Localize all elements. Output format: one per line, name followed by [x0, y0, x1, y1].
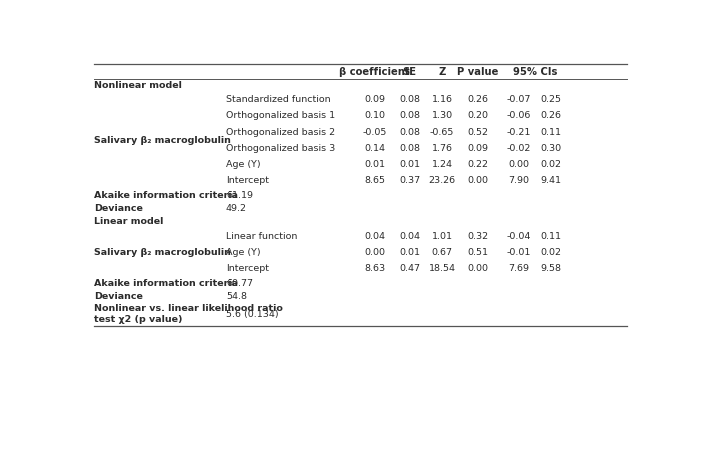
Text: 0.01: 0.01 — [399, 160, 420, 169]
Text: 54.8: 54.8 — [226, 292, 247, 301]
Text: 0.26: 0.26 — [540, 112, 561, 121]
Text: Orthogonalized basis 1: Orthogonalized basis 1 — [226, 112, 335, 121]
Text: Akaike information criteria: Akaike information criteria — [94, 279, 238, 288]
Text: 0.00: 0.00 — [467, 264, 489, 273]
Text: -0.01: -0.01 — [507, 248, 531, 257]
Text: 23.26: 23.26 — [429, 176, 455, 185]
Text: 0.47: 0.47 — [399, 264, 420, 273]
Text: 7.69: 7.69 — [508, 264, 529, 273]
Text: -0.07: -0.07 — [507, 95, 531, 104]
Text: 9.41: 9.41 — [540, 176, 561, 185]
Text: Nonlinear vs. linear likelihood ratio
test χ2 (p value): Nonlinear vs. linear likelihood ratio te… — [94, 304, 283, 324]
Text: 0.00: 0.00 — [364, 248, 385, 257]
Text: 0.30: 0.30 — [540, 144, 561, 153]
Text: 0.51: 0.51 — [467, 248, 489, 257]
Text: Intercept: Intercept — [226, 264, 269, 273]
Text: 9.58: 9.58 — [540, 264, 561, 273]
Text: 1.16: 1.16 — [432, 95, 453, 104]
Text: -0.06: -0.06 — [507, 112, 531, 121]
Text: -0.05: -0.05 — [363, 128, 387, 137]
Text: 0.11: 0.11 — [540, 128, 561, 137]
Text: Salivary β₂ macroglobulin: Salivary β₂ macroglobulin — [94, 248, 231, 257]
Text: P value: P value — [457, 67, 498, 76]
Text: 0.37: 0.37 — [399, 176, 420, 185]
Text: 0.10: 0.10 — [364, 112, 385, 121]
Text: 0.11: 0.11 — [540, 232, 561, 241]
Text: 8.63: 8.63 — [364, 264, 385, 273]
Text: 0.00: 0.00 — [467, 176, 489, 185]
Text: 95% CIs: 95% CIs — [513, 67, 557, 76]
Text: 18.54: 18.54 — [429, 264, 455, 273]
Text: 0.20: 0.20 — [467, 112, 489, 121]
Text: 0.00: 0.00 — [508, 160, 529, 169]
Text: 0.02: 0.02 — [540, 160, 561, 169]
Text: Intercept: Intercept — [226, 176, 269, 185]
Text: β coefficient: β coefficient — [339, 67, 410, 76]
Text: 1.30: 1.30 — [432, 112, 453, 121]
Text: 0.02: 0.02 — [540, 248, 561, 257]
Text: 0.01: 0.01 — [399, 248, 420, 257]
Text: 0.22: 0.22 — [467, 160, 489, 169]
Text: 0.08: 0.08 — [399, 128, 420, 137]
Text: 0.09: 0.09 — [364, 95, 385, 104]
Text: 0.01: 0.01 — [364, 160, 385, 169]
Text: 0.67: 0.67 — [432, 248, 453, 257]
Text: 7.90: 7.90 — [508, 176, 529, 185]
Text: -0.02: -0.02 — [507, 144, 531, 153]
Text: -0.65: -0.65 — [430, 128, 454, 137]
Text: 61.19: 61.19 — [226, 191, 253, 200]
Text: Age (Y): Age (Y) — [226, 248, 260, 257]
Text: 1.76: 1.76 — [432, 144, 453, 153]
Text: Standardized function: Standardized function — [226, 95, 331, 104]
Text: Deviance: Deviance — [94, 292, 143, 301]
Text: 1.24: 1.24 — [432, 160, 453, 169]
Text: 0.04: 0.04 — [364, 232, 385, 241]
Text: 1.01: 1.01 — [432, 232, 453, 241]
Text: -0.21: -0.21 — [507, 128, 531, 137]
Text: 60.77: 60.77 — [226, 279, 253, 288]
Text: 0.25: 0.25 — [540, 95, 561, 104]
Text: 49.2: 49.2 — [226, 204, 247, 213]
Text: Nonlinear model: Nonlinear model — [94, 81, 182, 90]
Text: 0.08: 0.08 — [399, 144, 420, 153]
Text: 0.08: 0.08 — [399, 112, 420, 121]
Text: 8.65: 8.65 — [364, 176, 385, 185]
Text: Orthogonalized basis 2: Orthogonalized basis 2 — [226, 128, 335, 137]
Text: Orthogonalized basis 3: Orthogonalized basis 3 — [226, 144, 335, 153]
Text: 0.14: 0.14 — [364, 144, 385, 153]
Text: 0.09: 0.09 — [467, 144, 489, 153]
Text: SE: SE — [403, 67, 417, 76]
Text: 0.04: 0.04 — [399, 232, 420, 241]
Text: -0.04: -0.04 — [507, 232, 531, 241]
Text: 0.26: 0.26 — [467, 95, 489, 104]
Text: Akaike information criteria: Akaike information criteria — [94, 191, 238, 200]
Text: Z: Z — [439, 67, 446, 76]
Text: Linear function: Linear function — [226, 232, 297, 241]
Text: Age (Y): Age (Y) — [226, 160, 260, 169]
Text: 0.52: 0.52 — [467, 128, 489, 137]
Text: 5.6 (0.134): 5.6 (0.134) — [226, 310, 279, 319]
Text: Linear model: Linear model — [94, 217, 163, 226]
Text: Deviance: Deviance — [94, 204, 143, 213]
Text: 0.32: 0.32 — [467, 232, 489, 241]
Text: 0.08: 0.08 — [399, 95, 420, 104]
Text: Salivary β₂ macroglobulin: Salivary β₂ macroglobulin — [94, 136, 231, 145]
